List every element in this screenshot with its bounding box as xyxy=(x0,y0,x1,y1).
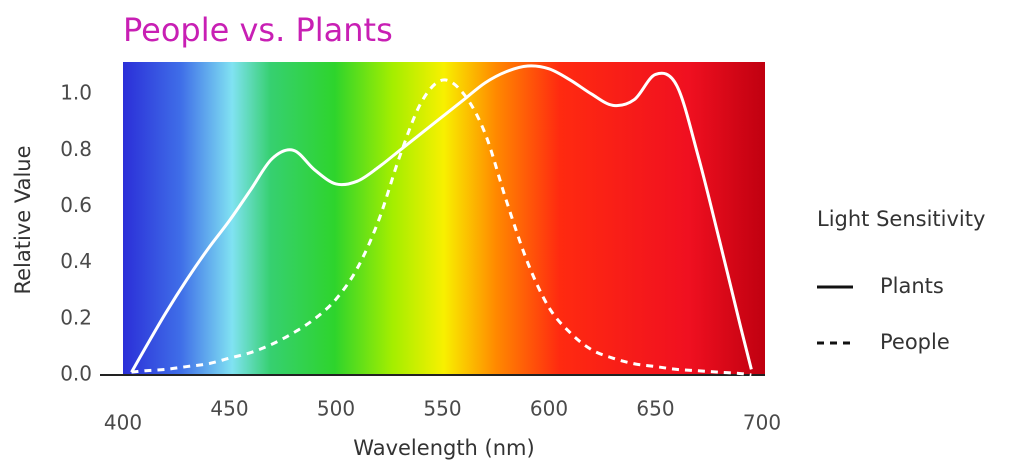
y-axis-label: Relative Value xyxy=(11,145,35,294)
x-tick-label: 550 xyxy=(423,397,461,421)
y-tick-label: 0.4 xyxy=(60,249,92,273)
x-tick-label: 500 xyxy=(317,397,355,421)
y-tick-label: 0.2 xyxy=(60,305,92,329)
legend-label: People xyxy=(880,330,950,354)
series-line xyxy=(131,78,752,377)
x-tick-label: 600 xyxy=(530,397,568,421)
x-tick-label: 400 xyxy=(104,411,142,435)
y-tick-label: 0.6 xyxy=(60,193,92,217)
x-tick-label: 450 xyxy=(210,397,248,421)
y-tick-label: 0.8 xyxy=(60,137,92,161)
x-axis-label: Wavelength (nm) xyxy=(353,436,534,460)
x-tick-label: 700 xyxy=(743,411,781,435)
chart-title: People vs. Plants xyxy=(123,11,393,49)
series-line xyxy=(130,64,753,373)
x-tick-label: 650 xyxy=(636,397,674,421)
spectrum-background xyxy=(123,62,765,375)
y-tick-label: 0.0 xyxy=(60,362,92,386)
legend-title: Light Sensitivity xyxy=(817,207,985,231)
y-tick-label: 1.0 xyxy=(60,81,92,105)
legend-label: Plants xyxy=(880,274,944,298)
